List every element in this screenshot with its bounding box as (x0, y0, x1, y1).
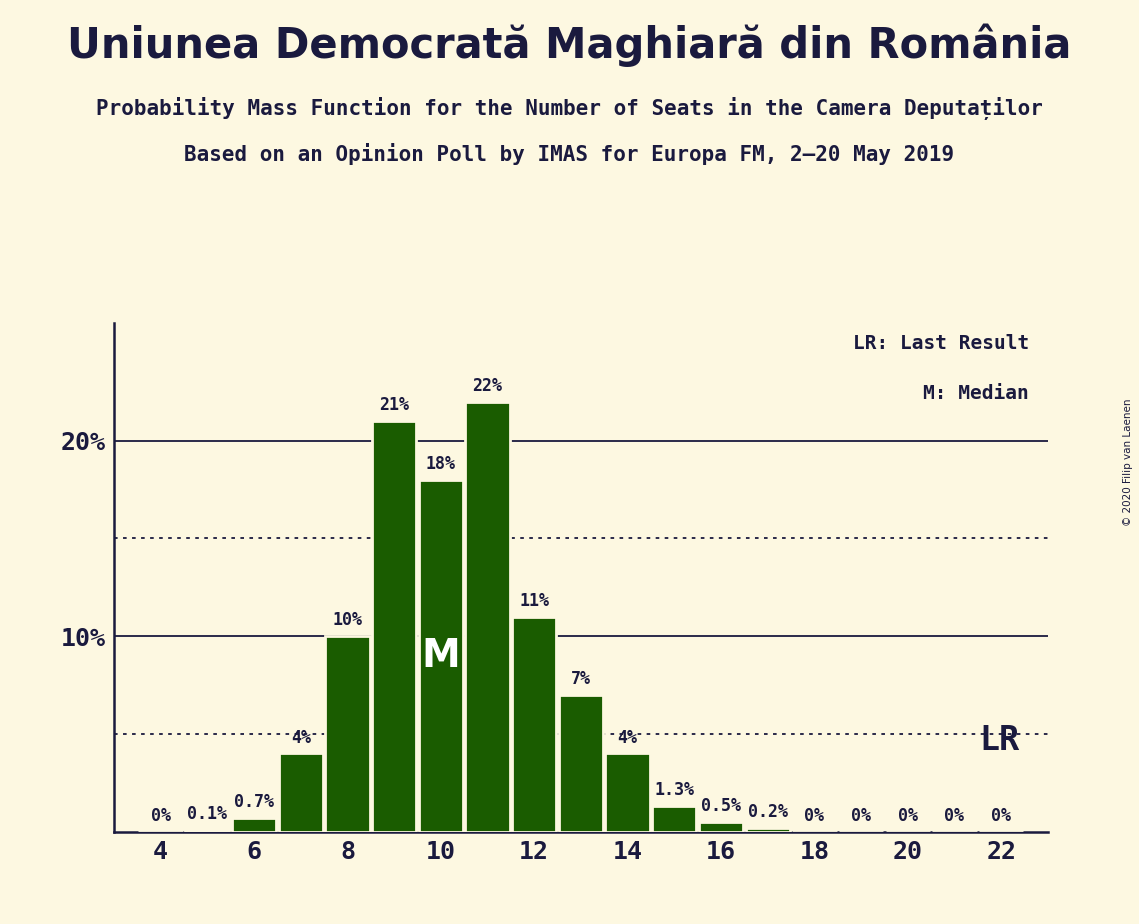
Bar (699, 821, 743, 832)
Text: 4%: 4% (290, 729, 311, 747)
Text: 11%: 11% (519, 591, 549, 610)
Text: 0%: 0% (804, 807, 825, 825)
Text: 0.7%: 0.7% (233, 793, 274, 811)
Text: 0.2%: 0.2% (747, 803, 788, 821)
Bar (513, 616, 556, 832)
Text: Probability Mass Function for the Number of Seats in the Camera Deputaților: Probability Mass Function for the Number… (96, 97, 1043, 120)
Text: Based on an Opinion Poll by IMAS for Europa FM, 2–20 May 2019: Based on an Opinion Poll by IMAS for Eur… (185, 143, 954, 165)
Bar (372, 421, 416, 832)
Bar (326, 636, 369, 832)
Text: 18%: 18% (426, 455, 456, 473)
Text: 0.1%: 0.1% (187, 805, 228, 822)
Text: 10%: 10% (333, 612, 362, 629)
Bar (746, 828, 789, 832)
Text: M: Median: M: Median (924, 384, 1030, 404)
Text: M: M (421, 637, 460, 675)
Text: 4%: 4% (617, 729, 638, 747)
Text: 0%: 0% (898, 807, 918, 825)
Text: 0%: 0% (991, 807, 1011, 825)
Text: 1.3%: 1.3% (654, 782, 695, 799)
Text: 7%: 7% (571, 670, 591, 688)
Text: 0%: 0% (851, 807, 871, 825)
Bar (279, 753, 322, 832)
Text: Uniunea Democrată Maghiară din România: Uniunea Democrată Maghiară din România (67, 23, 1072, 67)
Bar (466, 402, 509, 832)
Bar (186, 830, 229, 832)
Text: 0.5%: 0.5% (700, 797, 741, 815)
Text: 21%: 21% (379, 396, 409, 414)
Text: 0%: 0% (944, 807, 965, 825)
Bar (653, 806, 696, 832)
Bar (559, 695, 603, 832)
Bar (232, 818, 276, 832)
Text: 22%: 22% (473, 377, 502, 395)
Text: LR: LR (980, 723, 1019, 757)
Text: 0%: 0% (150, 807, 171, 825)
Bar (419, 480, 462, 832)
Text: © 2020 Filip van Laenen: © 2020 Filip van Laenen (1123, 398, 1133, 526)
Text: LR: Last Result: LR: Last Result (853, 334, 1030, 353)
Bar (606, 753, 649, 832)
